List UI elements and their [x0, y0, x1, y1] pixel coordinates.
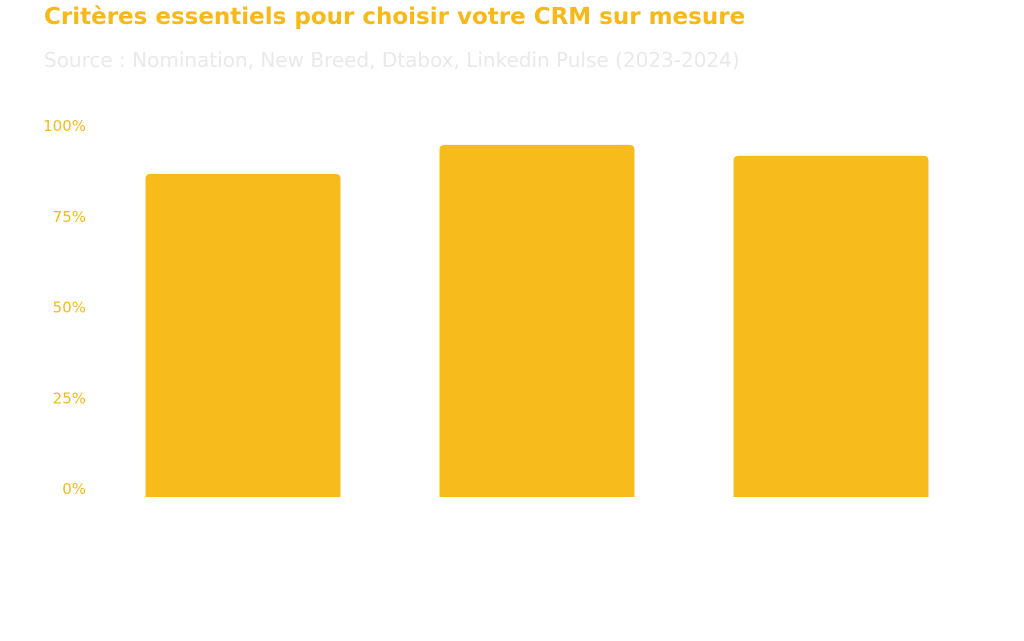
- bar[interactable]: [145, 173, 341, 497]
- y-tick-label: 50%: [53, 299, 86, 317]
- chart-subtitle: Source : Nomination, New Breed, Dtabox, …: [44, 48, 740, 72]
- y-tick-label: 75%: [53, 208, 86, 226]
- bar[interactable]: [439, 144, 635, 497]
- bar[interactable]: [733, 155, 929, 497]
- y-tick-label: 0%: [62, 480, 86, 498]
- chart-title: Critères essentiels pour choisir votre C…: [44, 4, 746, 30]
- bars: [145, 144, 929, 497]
- y-tick-label: 25%: [53, 389, 86, 407]
- y-axis-ticks: 0% 25% 50% 75% 100%: [43, 117, 86, 498]
- y-tick-label: 100%: [43, 117, 86, 135]
